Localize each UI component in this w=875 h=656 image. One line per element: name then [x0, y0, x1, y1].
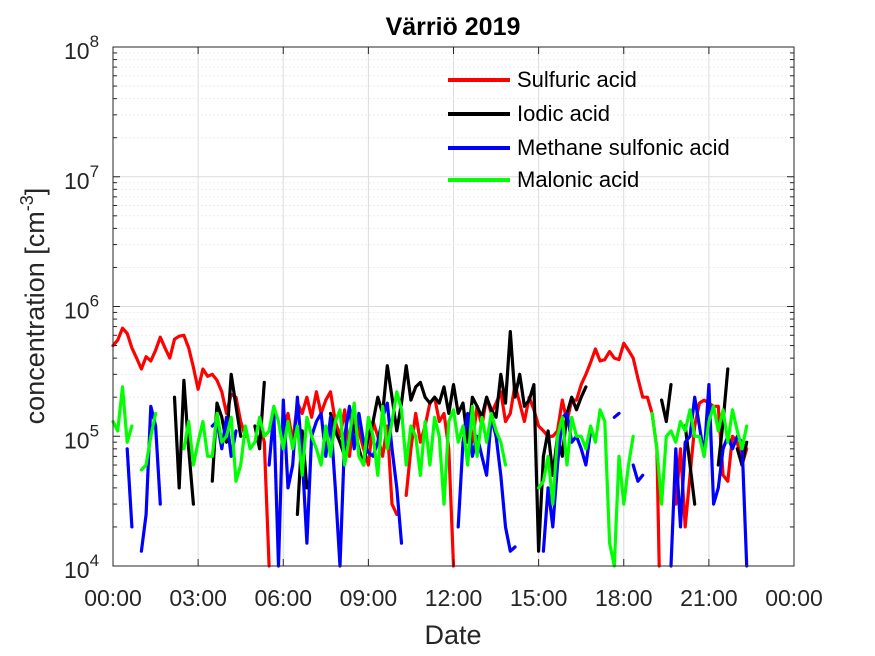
grid — [112, 46, 795, 567]
x-tick-label: 18:00 — [595, 585, 653, 611]
x-axis-label: Date — [424, 620, 481, 650]
series-line-methane-sulfonic-acid — [669, 383, 749, 568]
series-line-iodic-acid — [716, 367, 730, 467]
series-line-methane-sulfonic-acid — [631, 463, 645, 483]
legend: Sulfuric acid Iodic acid Methane sulfonic … — [448, 67, 730, 192]
series-line-iodic-acid — [210, 372, 243, 483]
series-line-iodic-acid — [659, 383, 673, 424]
series-line-methane-sulfonic-acid — [456, 411, 517, 553]
y-tick-label: 105 — [64, 421, 99, 453]
x-tick-label: 21:00 — [680, 585, 738, 611]
y-tick-label: 104 — [64, 551, 99, 583]
x-axis-tick-labels: 00:00 03:00 06:00 09:00 12:00 15:00 18:00 21:00… — [84, 585, 823, 611]
y-axis-label-main: concentration [cm — [20, 211, 50, 424]
y-tick-base: 10 — [64, 427, 90, 453]
x-tick-label: 00:00 — [84, 585, 142, 611]
chart-title: Värriö 2019 — [386, 13, 521, 41]
x-tick-label: 06:00 — [254, 585, 312, 611]
axis-ticks — [112, 46, 795, 567]
x-tick-label: 12:00 — [425, 585, 483, 611]
series-line-methane-sulfonic-acid — [541, 411, 593, 553]
series-line-iodic-acid — [328, 330, 588, 553]
y-tick-exponent: 8 — [90, 32, 99, 51]
legend-item-sulfuric-acid: Sulfuric acid — [448, 67, 637, 92]
series-line-iodic-acid — [172, 378, 195, 506]
series-line-methane-sulfonic-acid — [125, 447, 134, 529]
y-tick-label: 106 — [64, 292, 99, 324]
x-tick-label: 15:00 — [510, 585, 568, 611]
series-line-malonic-acid — [182, 390, 508, 506]
legend-label: Sulfuric acid — [517, 67, 637, 92]
legend-item-malonic-acid: Malonic acid — [448, 167, 639, 192]
series-malonic-acid — [111, 385, 749, 568]
series-line-malonic-acid — [111, 385, 134, 444]
y-axis-label-close: ] — [20, 188, 50, 196]
legend-label: Iodic acid — [517, 101, 610, 126]
x-tick-label: 09:00 — [340, 585, 398, 611]
y-tick-exponent: 5 — [90, 421, 99, 440]
y-tick-base: 10 — [64, 298, 90, 324]
y-tick-label: 107 — [64, 162, 99, 194]
legend-item-methane-sulfonic-acid: Methane sulfonic acid — [448, 135, 730, 160]
y-tick-exponent: 7 — [90, 162, 99, 181]
y-axis-label-superscript: -3 — [17, 195, 37, 211]
y-tick-base: 10 — [64, 168, 90, 194]
series-line-methane-sulfonic-acid — [139, 404, 162, 553]
y-tick-base: 10 — [64, 557, 90, 583]
y-tick-label: 108 — [64, 32, 99, 64]
series-line-sulfuric-acid — [111, 326, 247, 438]
series-line-malonic-acid — [536, 408, 635, 568]
plot-area — [111, 326, 749, 568]
series-line-malonic-acid — [650, 404, 749, 506]
y-axis-label: concentration [cm-3] — [17, 188, 50, 425]
series-line-methane-sulfonic-acid — [612, 411, 621, 419]
y-tick-exponent: 6 — [90, 292, 99, 311]
legend-item-iodic-acid: Iodic acid — [448, 101, 610, 126]
series-line-malonic-acid — [139, 411, 158, 472]
y-tick-base: 10 — [64, 38, 90, 64]
legend-label: Malonic acid — [517, 167, 639, 192]
series-line-iodic-acid — [295, 429, 309, 517]
x-tick-label: 03:00 — [169, 585, 227, 611]
y-tick-exponent: 4 — [90, 551, 99, 570]
x-tick-label: 00:00 — [765, 585, 823, 611]
legend-label: Methane sulfonic acid — [517, 135, 730, 160]
